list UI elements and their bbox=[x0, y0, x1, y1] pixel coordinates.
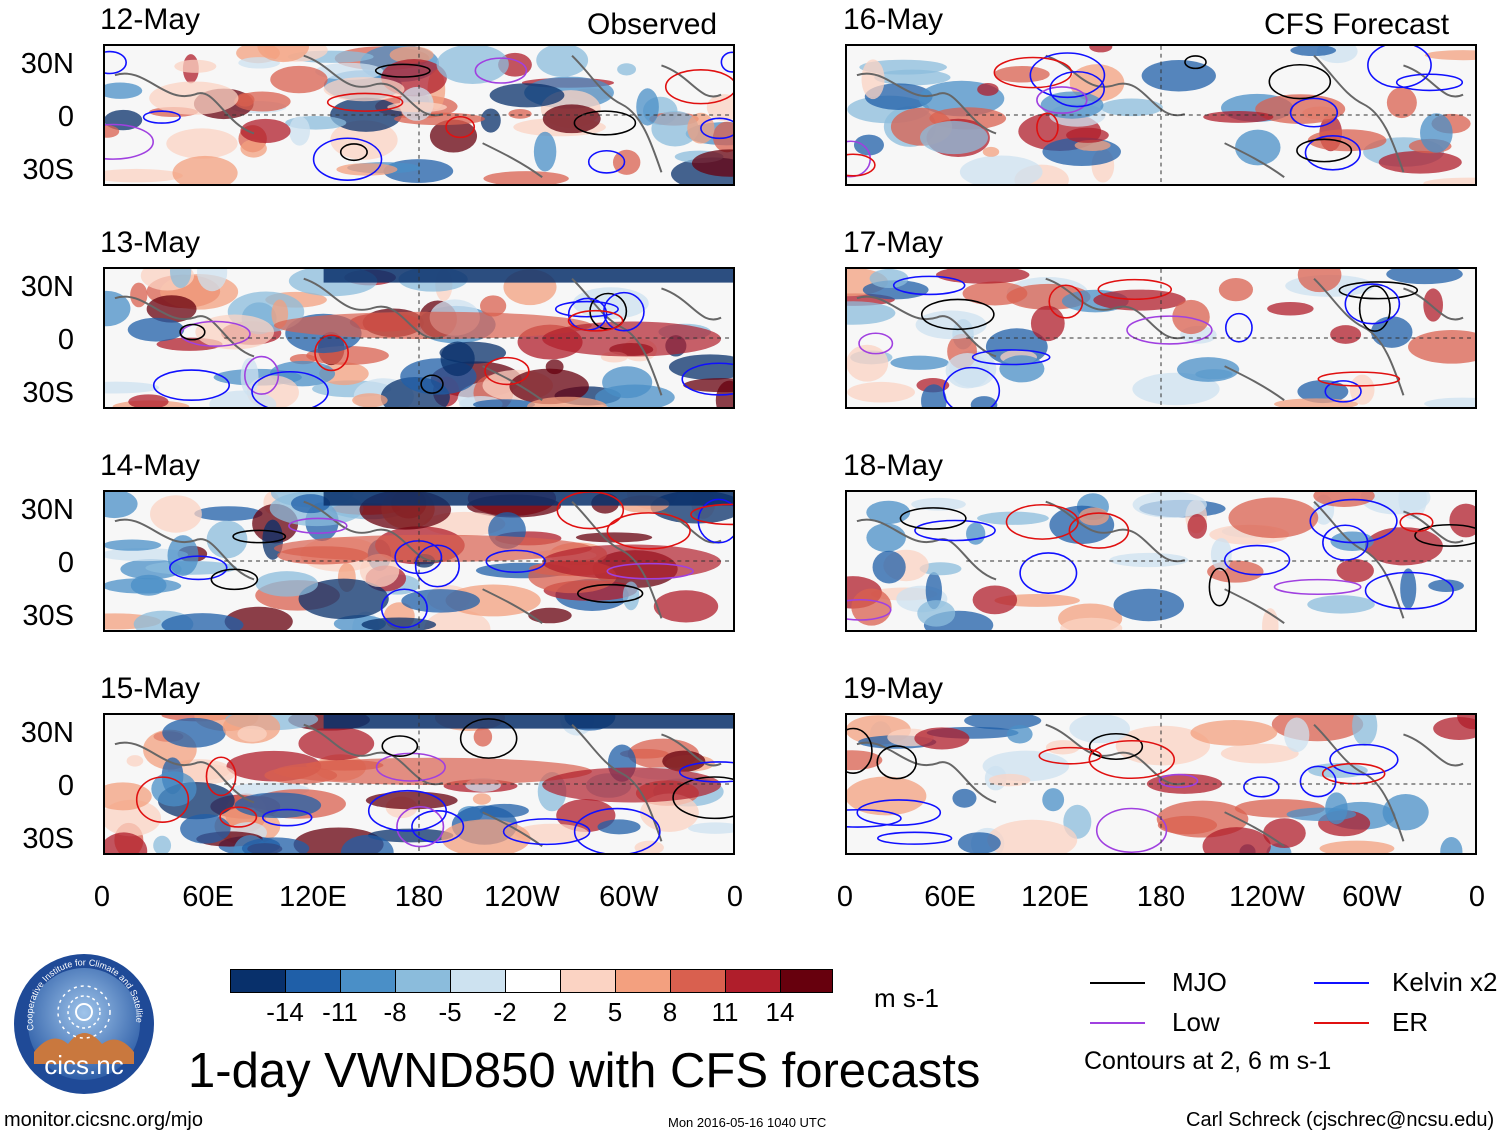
colorbar-bin-10 bbox=[725, 969, 781, 993]
colorbar-label: -11 bbox=[322, 997, 358, 1027]
colorbar-label: -2 bbox=[493, 997, 517, 1027]
lon-60w-right: 60W bbox=[1342, 881, 1402, 913]
lat-30s-r2: 30S bbox=[22, 377, 74, 409]
colorbar-units: m s-1 bbox=[874, 983, 939, 1013]
date-fc-3: 18-May bbox=[843, 449, 944, 482]
colorbar-bin-6 bbox=[505, 969, 561, 993]
colorbar-bin-9 bbox=[670, 969, 726, 993]
date-obs-4: 15-May bbox=[100, 672, 201, 705]
date-fc-2: 17-May bbox=[843, 226, 944, 259]
legend-kelvin-label: Kelvin x2 bbox=[1392, 967, 1498, 997]
lat-30n-r3: 30N bbox=[20, 494, 74, 526]
map-panel-obs-2 bbox=[103, 267, 735, 409]
forecast-label: CFS Forecast bbox=[1264, 8, 1450, 41]
lat-30s-r4: 30S bbox=[22, 823, 74, 855]
map-panel-fc-4 bbox=[845, 713, 1477, 855]
lat-0-r3: 0 bbox=[57, 547, 74, 579]
lon-60w-left: 60W bbox=[599, 881, 659, 913]
colorbar-label: 8 bbox=[662, 997, 678, 1027]
lat-30n-r4: 30N bbox=[20, 717, 74, 749]
lon-180-left: 180 bbox=[394, 881, 444, 913]
lon-120w-left: 120W bbox=[484, 881, 560, 913]
map-panel-fc-3 bbox=[845, 490, 1477, 632]
map-panel-fc-1 bbox=[845, 44, 1477, 186]
legend-note: Contours at 2, 6 m s-1 bbox=[1084, 1047, 1332, 1075]
logo-name: cics.nc bbox=[44, 1050, 123, 1080]
legend-mjo-line bbox=[1090, 982, 1145, 984]
colorbar-label: 11 bbox=[711, 997, 739, 1027]
colorbar-label: 2 bbox=[552, 997, 568, 1027]
colorbar-label: -5 bbox=[438, 997, 462, 1027]
map-panel-fc-2 bbox=[845, 267, 1477, 409]
colorbar-bin-7 bbox=[560, 969, 616, 993]
lat-30s-r1: 30S bbox=[22, 154, 74, 186]
lon-120e-left: 120E bbox=[279, 881, 347, 913]
date-obs-2: 13-May bbox=[100, 226, 201, 259]
colorbar-bin-4 bbox=[395, 969, 451, 993]
legend-kelvin-line bbox=[1314, 982, 1369, 984]
lon-0-left-a: 0 bbox=[93, 881, 111, 913]
legend-er-label: ER bbox=[1392, 1007, 1429, 1037]
lat-30n-r1: 30N bbox=[20, 48, 74, 80]
footer-url: monitor.cicsnc.org/mjo bbox=[4, 1109, 203, 1131]
lat-30s-r3: 30S bbox=[22, 600, 74, 632]
colorbar-bin-2 bbox=[285, 969, 341, 993]
colorbar-bin-5 bbox=[450, 969, 506, 993]
colorbar-label: 5 bbox=[607, 997, 623, 1027]
legend-er-line bbox=[1314, 1022, 1369, 1024]
observed-label: Observed bbox=[587, 8, 718, 41]
map-panel-obs-4 bbox=[103, 713, 735, 855]
lon-0-right-a: 0 bbox=[836, 881, 854, 913]
map-panel-obs-3 bbox=[103, 490, 735, 632]
footer-credit: Carl Schreck (cjschrec@ncsu.edu) bbox=[1186, 1109, 1495, 1131]
lon-120w-right: 120W bbox=[1229, 881, 1305, 913]
figure-title: 1-day VWND850 with CFS forecasts bbox=[188, 1044, 981, 1098]
lat-0-r1: 0 bbox=[57, 101, 74, 133]
footer-timestamp: Mon 2016-05-16 1040 UTC bbox=[668, 1115, 827, 1130]
colorbar-bin-11 bbox=[780, 969, 833, 993]
legend-low-label: Low bbox=[1172, 1007, 1220, 1037]
date-obs-1: 12-May bbox=[100, 3, 201, 36]
colorbar-bin-3 bbox=[340, 969, 396, 993]
legend-mjo-label: MJO bbox=[1172, 967, 1227, 997]
lon-0-right-b: 0 bbox=[1468, 881, 1486, 913]
lon-180-right: 180 bbox=[1136, 881, 1186, 913]
colorbar-label: -8 bbox=[383, 997, 407, 1027]
date-fc-1: 16-May bbox=[843, 3, 944, 36]
cics-logo: Cooperative Institute for Climate and Sa… bbox=[10, 944, 156, 1096]
lat-0-r2: 0 bbox=[57, 324, 74, 356]
lat-30n-r2: 30N bbox=[20, 271, 74, 303]
lon-60e-left: 60E bbox=[182, 881, 234, 913]
lon-120e-right: 120E bbox=[1021, 881, 1089, 913]
lon-0-left-b: 0 bbox=[726, 881, 744, 913]
date-obs-3: 14-May bbox=[100, 449, 201, 482]
colorbar-bin-8 bbox=[615, 969, 671, 993]
colorbar-label: -14 bbox=[266, 997, 304, 1027]
colorbar-label: 14 bbox=[765, 997, 795, 1027]
lon-60e-right: 60E bbox=[924, 881, 976, 913]
lat-0-r4: 0 bbox=[57, 770, 74, 802]
legend-low-line bbox=[1090, 1022, 1145, 1024]
map-panel-obs-1 bbox=[103, 44, 735, 186]
date-fc-4: 19-May bbox=[843, 672, 944, 705]
colorbar-bin-1 bbox=[230, 969, 286, 993]
